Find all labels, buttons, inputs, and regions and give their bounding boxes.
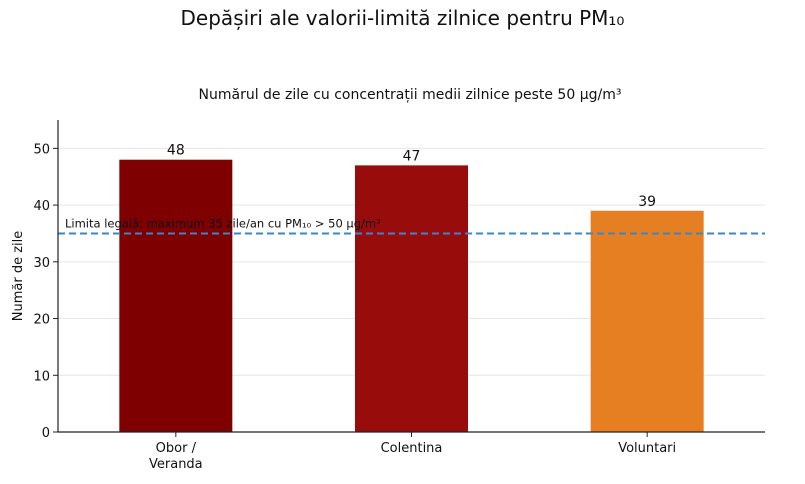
chart-subtitle: Numărul de zile cu concentrații medii zi… [199, 87, 622, 103]
chart-title: Depășiri ale valorii-limită zilnice pent… [180, 6, 625, 30]
bar [355, 165, 468, 432]
x-tick-label: Colentina [381, 441, 443, 456]
bar [119, 159, 233, 432]
bar-value-label: 48 [167, 143, 185, 159]
reference-line-group: Limita legală: maximum 35 zile/an cu PM₁… [58, 216, 765, 235]
y-tick-label: 0 [42, 426, 50, 441]
axes: 0 10 20 30 40 50 Obor / Veranda Colentina Volunta… [33, 120, 765, 472]
y-tick-label: 40 [33, 199, 50, 214]
y-axis-label: Număr de zile [11, 231, 26, 322]
reference-line-label: Limita legală: maximum 35 zile/an cu PM₁… [65, 216, 381, 230]
bar-value-label: 39 [638, 194, 656, 210]
bar-value-label: 47 [403, 148, 421, 164]
y-tick-label: 50 [33, 142, 50, 157]
x-tick-label: Obor / Veranda [149, 441, 203, 472]
x-tick-label: Voluntari [618, 441, 676, 456]
y-tick-label: 10 [33, 369, 50, 384]
y-tick-label: 30 [33, 256, 50, 271]
y-tick-label: 20 [33, 313, 50, 328]
bars-group: 48 47 39 [119, 143, 704, 432]
bar [590, 210, 704, 432]
